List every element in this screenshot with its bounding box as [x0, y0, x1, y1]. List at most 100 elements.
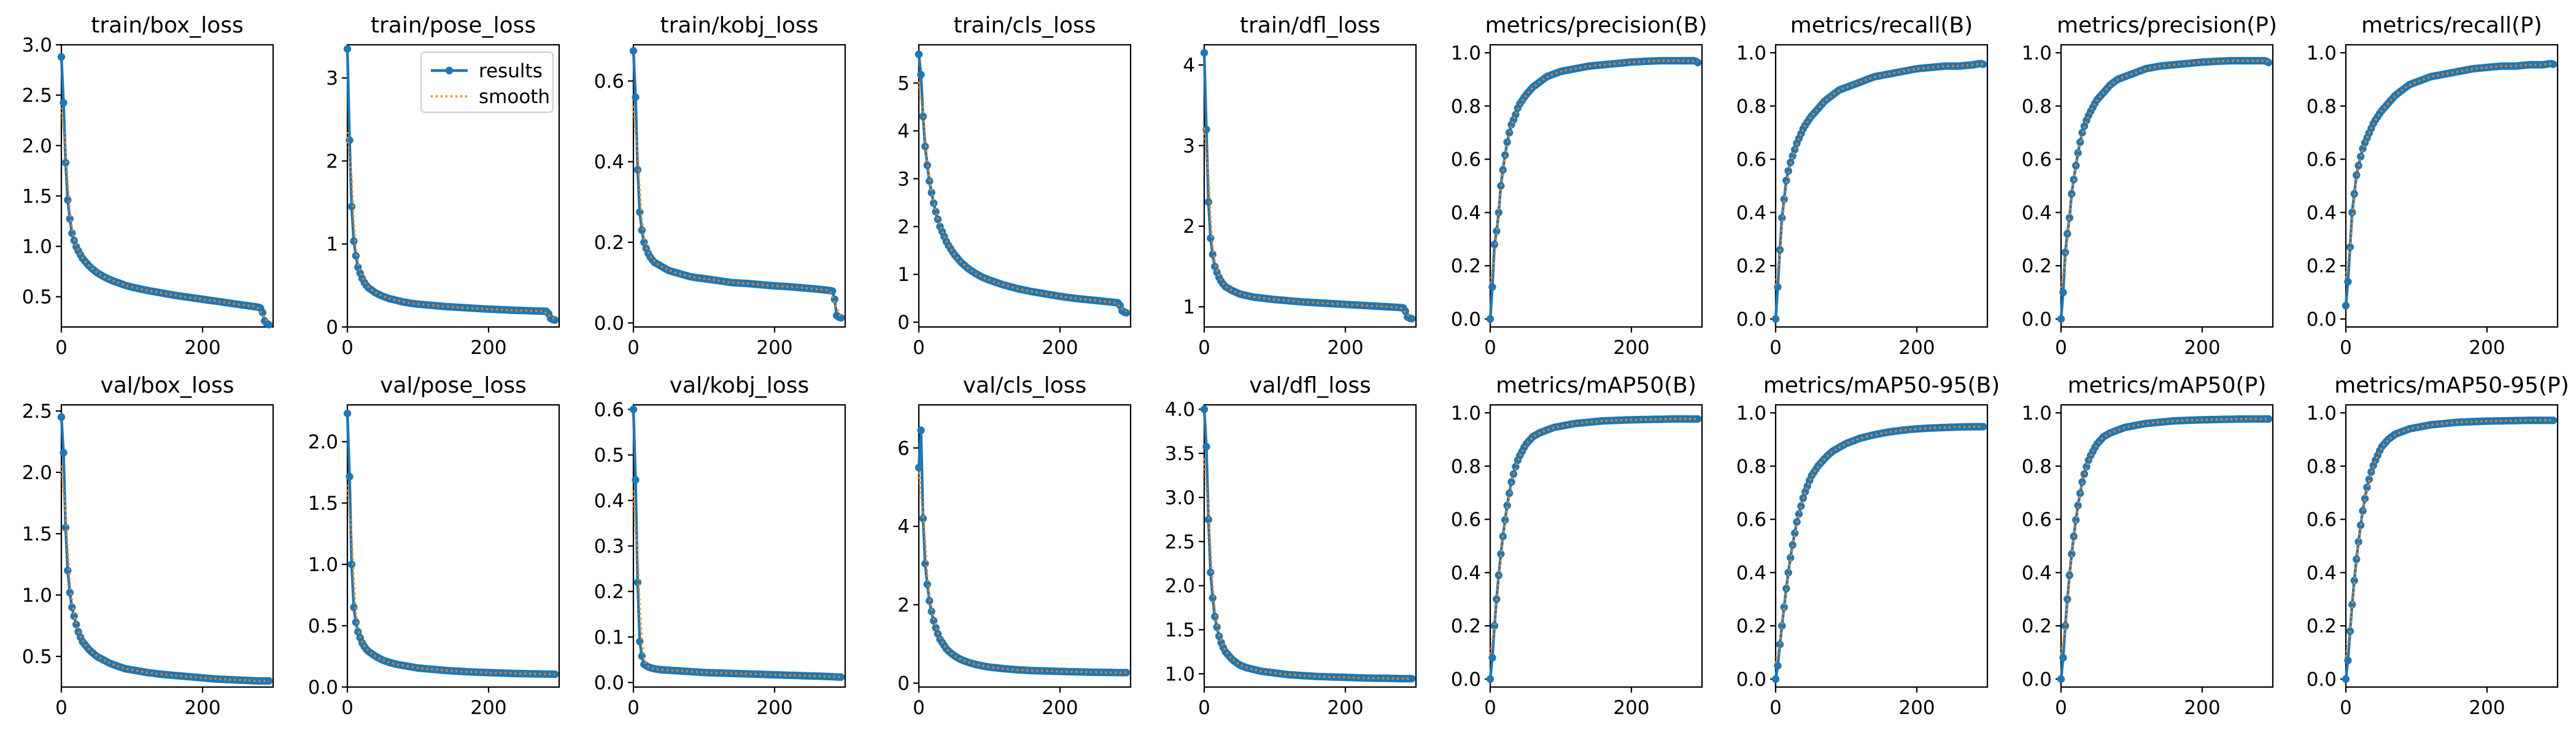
x-tick-label: 0 — [55, 337, 68, 359]
smooth-line — [918, 82, 1127, 313]
results-point — [915, 50, 923, 58]
results-point — [1784, 167, 1792, 175]
results-point — [1782, 177, 1790, 185]
y-tick-label: 1.5 — [22, 185, 52, 207]
results-point — [2074, 501, 2082, 510]
x-tick-label: 0 — [1770, 697, 1782, 719]
x-tick-label: 200 — [2184, 697, 2220, 719]
results-point — [1512, 110, 1520, 118]
y-tick-label: 0.6 — [1451, 149, 1481, 171]
results-point — [1797, 502, 1805, 510]
results-point — [837, 313, 845, 322]
results-point — [2342, 675, 2350, 683]
y-tick-label: 4 — [1183, 55, 1195, 77]
results-line — [2344, 62, 2554, 306]
plot-frame — [346, 404, 560, 688]
plot-frame — [1203, 44, 1417, 328]
results-point — [919, 515, 927, 523]
smooth-line — [60, 107, 270, 324]
y-tick-label: 1.0 — [1451, 402, 1481, 425]
results-point — [2549, 417, 2558, 425]
y-tick-label: 3.5 — [1165, 443, 1195, 465]
y-tick-label: 0.0 — [2022, 669, 2052, 691]
results-point — [1795, 510, 1803, 518]
y-tick-label: 3.0 — [22, 34, 52, 56]
y-tick-label: 2 — [326, 150, 338, 172]
y-tick-label: 1.0 — [22, 236, 52, 258]
y-tick-label: 4.0 — [1165, 399, 1195, 421]
y-tick-label: 0.8 — [2022, 96, 2052, 118]
x-tick-label: 0 — [1770, 337, 1782, 359]
x-tick-label: 0 — [1484, 337, 1496, 359]
y-tick-label: 2 — [897, 594, 910, 617]
smooth-line — [632, 106, 842, 318]
panel-title: metrics/mAP50(P) — [2068, 373, 2267, 398]
smooth-line — [1203, 128, 1413, 319]
results-point — [915, 464, 923, 472]
results-line — [2059, 59, 2270, 320]
y-tick-label: 0.6 — [1736, 509, 1766, 531]
y-tick-label: 0.5 — [22, 286, 52, 309]
panel-title: train/cls_loss — [953, 13, 1096, 38]
y-tick-label: 0 — [326, 317, 338, 339]
y-tick-label: 2 — [1183, 216, 1195, 238]
panel-val-box-loss: val/box_loss 0.5 1.0 1.5 2.0 2.5 0 200 — [22, 373, 274, 719]
panel-train-kobj-loss: train/kobj_loss 0.0 0.2 0.4 0.6 0 200 — [594, 13, 846, 359]
y-tick-label: 0 — [897, 673, 910, 695]
x-tick-label: 200 — [1042, 697, 1078, 719]
y-tick-label: 0.6 — [594, 399, 624, 421]
panel-val-kobj-loss: val/kobj_loss 0.0 0.1 0.2 0.3 0.4 0.5 0.6 0 200 — [594, 373, 846, 719]
results-point — [350, 603, 358, 612]
results-point — [2065, 213, 2073, 222]
y-tick-label: 0.2 — [2022, 615, 2052, 637]
results-point — [1207, 568, 1215, 577]
results-point — [1787, 553, 1795, 562]
y-tick-label: 1.0 — [1451, 42, 1481, 64]
y-tick-label: 2.0 — [22, 135, 52, 157]
panel-title: metrics/mAP50(B) — [1496, 373, 1696, 398]
results-point — [2264, 58, 2273, 67]
plot-frame — [60, 404, 274, 688]
results-point — [1693, 415, 1702, 423]
results-point — [2348, 601, 2356, 609]
results-point — [1497, 550, 1505, 558]
results-line — [1202, 409, 1412, 680]
results-point — [1211, 263, 1219, 271]
results-point — [2059, 288, 2067, 296]
results-point — [1490, 622, 1499, 630]
y-tick-label: 3 — [1183, 135, 1195, 157]
legend-smooth-label: smooth — [479, 86, 550, 108]
panel-title: val/cls_loss — [963, 373, 1087, 398]
smooth-line — [1203, 458, 1412, 680]
x-tick-label: 200 — [1327, 337, 1363, 359]
results-point — [1486, 315, 1495, 323]
panel-metrics-map50-b: metrics/mAP50(B) 0.0 0.2 0.4 0.6 0.8 1.0 0 200 — [1451, 373, 1703, 719]
y-tick-label: 0.5 — [594, 445, 624, 467]
y-tick-label: 0.5 — [308, 615, 338, 637]
x-tick-label: 0 — [913, 697, 925, 719]
x-tick-label: 200 — [1613, 337, 1649, 359]
y-tick-label: 0.2 — [2307, 255, 2337, 277]
results-point — [917, 71, 925, 79]
results-point — [2357, 153, 2365, 161]
panel-title: metrics/recall(P) — [2361, 13, 2542, 38]
results-point — [2264, 415, 2273, 423]
x-tick-label: 0 — [341, 337, 354, 359]
results-point — [2342, 302, 2350, 310]
y-tick-label: 1.0 — [2307, 402, 2337, 425]
results-point — [57, 53, 66, 61]
y-tick-label: 2.0 — [22, 462, 52, 484]
x-tick-label: 200 — [1613, 697, 1649, 719]
results-point — [1774, 662, 1782, 670]
results-line — [346, 413, 555, 676]
x-tick-label: 200 — [1327, 697, 1363, 719]
y-tick-label: 1.0 — [308, 554, 338, 576]
results-point — [60, 99, 68, 107]
x-tick-label: 200 — [470, 337, 506, 359]
y-tick-label: 0.8 — [1736, 96, 1766, 118]
results-point — [1407, 315, 1416, 323]
plot-frame — [346, 44, 560, 328]
y-tick-label: 0.0 — [308, 677, 338, 699]
results-point — [352, 618, 360, 626]
y-tick-label: 0.0 — [1451, 309, 1481, 331]
